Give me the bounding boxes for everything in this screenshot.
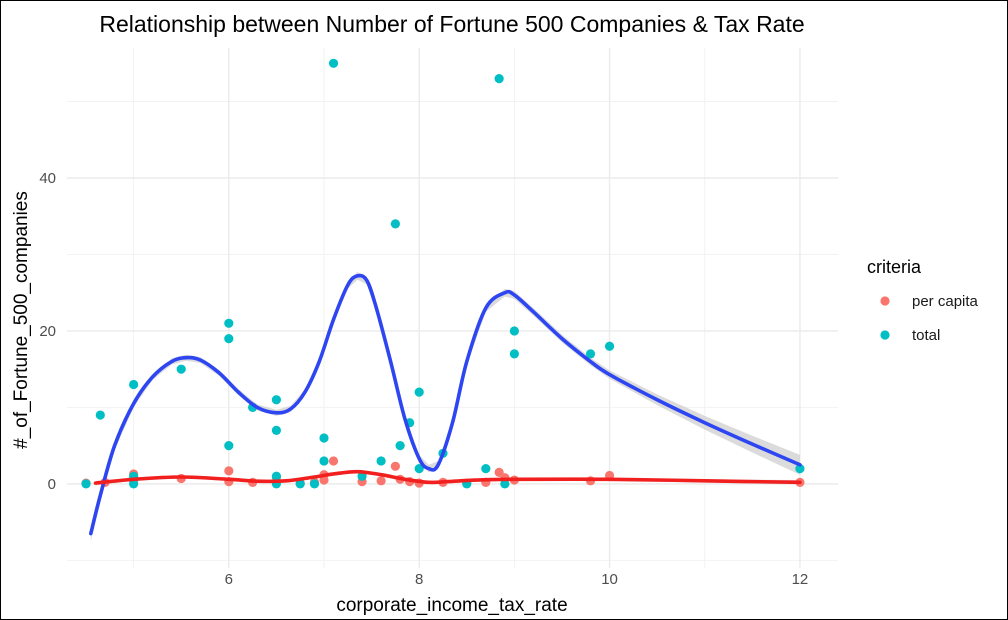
data-point-total xyxy=(795,463,805,474)
data-point-total xyxy=(604,341,615,351)
data-point-total xyxy=(500,479,510,489)
data-point-total xyxy=(414,387,424,397)
data-point-total xyxy=(494,73,504,84)
x-tick-label: 8 xyxy=(415,571,423,588)
data-point-total xyxy=(224,318,234,328)
data-point-total xyxy=(271,395,282,405)
data-point-total xyxy=(129,379,139,390)
data-point-total xyxy=(376,456,386,466)
x-tick-label: 10 xyxy=(601,571,618,588)
legend-label-total: total xyxy=(912,327,940,344)
data-point-total xyxy=(390,219,400,229)
chart-title: Relationship between Number of Fortune 5… xyxy=(99,11,804,37)
x-axis-title: corporate_income_tax_rate xyxy=(336,595,567,616)
legend-key-total xyxy=(880,330,890,340)
legend-label-per-capita: per capita xyxy=(912,293,979,310)
data-point-total xyxy=(295,479,305,489)
grid-layer xyxy=(67,48,838,568)
data-point-per-capita xyxy=(328,456,339,466)
confidence-band-total xyxy=(90,272,800,542)
data-point-total xyxy=(129,479,139,489)
data-point-total xyxy=(585,349,596,359)
data-point-per-capita xyxy=(224,466,234,476)
data-point-total xyxy=(319,433,329,443)
data-point-per-capita xyxy=(390,461,400,471)
smooth-line-total xyxy=(88,273,802,536)
axis-ticks: 6 8 10 12 0 20 40 xyxy=(39,170,808,588)
data-point-total xyxy=(481,463,491,474)
data-point-total xyxy=(319,456,329,466)
legend-title: criteria xyxy=(867,257,922,277)
legend-key-per-capita xyxy=(880,296,890,306)
data-point-total xyxy=(271,471,282,481)
y-axis-title: #_of_Fortune_500_companies xyxy=(11,191,32,449)
y-tick-label: 0 xyxy=(48,476,56,493)
smooth-lines xyxy=(88,273,802,536)
data-point-total xyxy=(395,441,405,451)
data-point-total xyxy=(271,425,282,435)
data-point-total xyxy=(224,441,234,451)
data-point-total xyxy=(224,333,234,344)
smooth-line-per-capita xyxy=(93,469,802,485)
data-points xyxy=(81,58,805,489)
data-point-total xyxy=(95,410,105,420)
data-point-total xyxy=(81,479,91,489)
data-point-total xyxy=(176,364,186,374)
data-point-total xyxy=(414,463,424,474)
legend: criteria per capita total xyxy=(867,257,979,344)
y-tick-label: 20 xyxy=(39,323,56,340)
confidence-bands xyxy=(90,272,800,542)
x-tick-label: 6 xyxy=(225,571,233,588)
data-point-per-capita xyxy=(376,476,386,486)
data-point-total xyxy=(509,326,519,336)
data-point-total xyxy=(309,479,320,489)
data-point-total xyxy=(328,58,339,68)
x-tick-label: 12 xyxy=(792,571,809,588)
data-point-total xyxy=(509,349,519,359)
y-tick-label: 40 xyxy=(39,170,56,187)
